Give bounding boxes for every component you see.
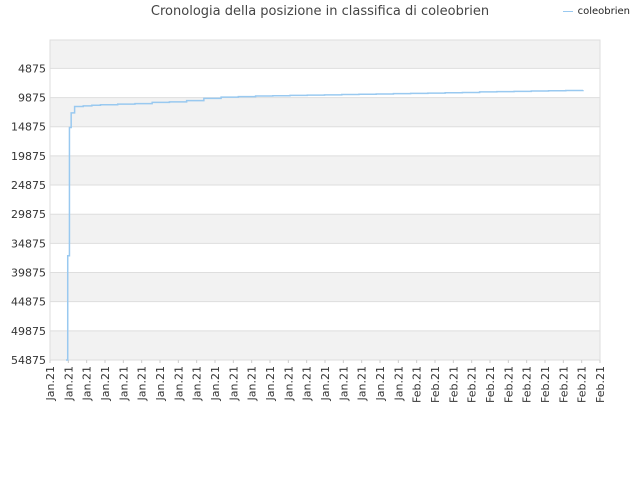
- x-tick-label: Jan.21: [99, 366, 112, 401]
- y-tick-label: 49875: [11, 325, 46, 338]
- x-tick-label: Jan.21: [356, 366, 369, 401]
- x-tick-label: Feb.21: [484, 366, 497, 403]
- x-tick-label: Feb.21: [576, 366, 589, 403]
- y-tick-label: 29875: [11, 208, 46, 221]
- x-tick-label: Feb.21: [594, 366, 607, 403]
- x-tick-label: Jan.21: [319, 366, 332, 401]
- x-tick-label: Feb.21: [447, 366, 460, 403]
- x-tick-label: Jan.21: [117, 366, 130, 401]
- y-tick-label: 34875: [11, 237, 46, 250]
- grid-band: [50, 40, 600, 69]
- x-tick-label: Jan.21: [374, 366, 387, 401]
- grid-band: [50, 97, 600, 127]
- y-tick-label: 9875: [18, 92, 46, 105]
- plot-border: [49, 39, 601, 361]
- y-tick-label: 44875: [11, 296, 46, 309]
- grid-band: [50, 272, 600, 302]
- x-tick-label: Jan.21: [264, 366, 277, 401]
- x-tick-label: Jan.21: [209, 366, 222, 401]
- x-tick-label: Jan.21: [62, 366, 75, 401]
- x-tick-label: Jan.21: [44, 366, 57, 401]
- x-tick-label: Jan.21: [172, 366, 185, 401]
- x-tick-label: Feb.21: [429, 366, 442, 403]
- x-tick-label: Feb.21: [521, 366, 534, 403]
- x-tick-label: Jan.21: [282, 366, 295, 401]
- y-tick-label: 24875: [11, 179, 46, 192]
- x-tick-label: Jan.21: [154, 366, 167, 401]
- series-line-coleobrien: [66, 89, 584, 361]
- grid-band: [50, 330, 600, 360]
- x-tick-label: Jan.21: [191, 366, 204, 401]
- x-tick-label: Jan.21: [246, 366, 259, 401]
- x-tick-label: Jan.21: [392, 366, 405, 401]
- x-tick-label: Jan.21: [81, 366, 94, 401]
- x-tick-label: Jan.21: [136, 366, 149, 401]
- y-tick-label: 4875: [18, 62, 46, 75]
- x-tick-label: Jan.21: [337, 366, 350, 401]
- grid-band: [50, 214, 600, 244]
- x-tick-label: Feb.21: [557, 366, 570, 403]
- y-tick-label: 39875: [11, 267, 46, 280]
- x-tick-label: Jan.21: [301, 366, 314, 401]
- legend: coleobrien: [562, 6, 630, 17]
- x-tick-label: Feb.21: [466, 366, 479, 403]
- legend-swatch: [562, 11, 573, 12]
- y-tick-label: 54875: [11, 354, 46, 367]
- chart-title: Cronologia della posizione in classifica…: [150, 4, 490, 19]
- x-tick-label: Feb.21: [539, 366, 552, 403]
- x-tick-label: Feb.21: [502, 366, 515, 403]
- y-tick-label: 14875: [11, 121, 46, 134]
- x-tick-label: Feb.21: [411, 366, 424, 403]
- legend-label: coleobrien: [577, 6, 630, 17]
- y-tick-label: 19875: [11, 150, 46, 163]
- x-tick-label: Jan.21: [227, 366, 240, 401]
- grid-band: [50, 155, 600, 186]
